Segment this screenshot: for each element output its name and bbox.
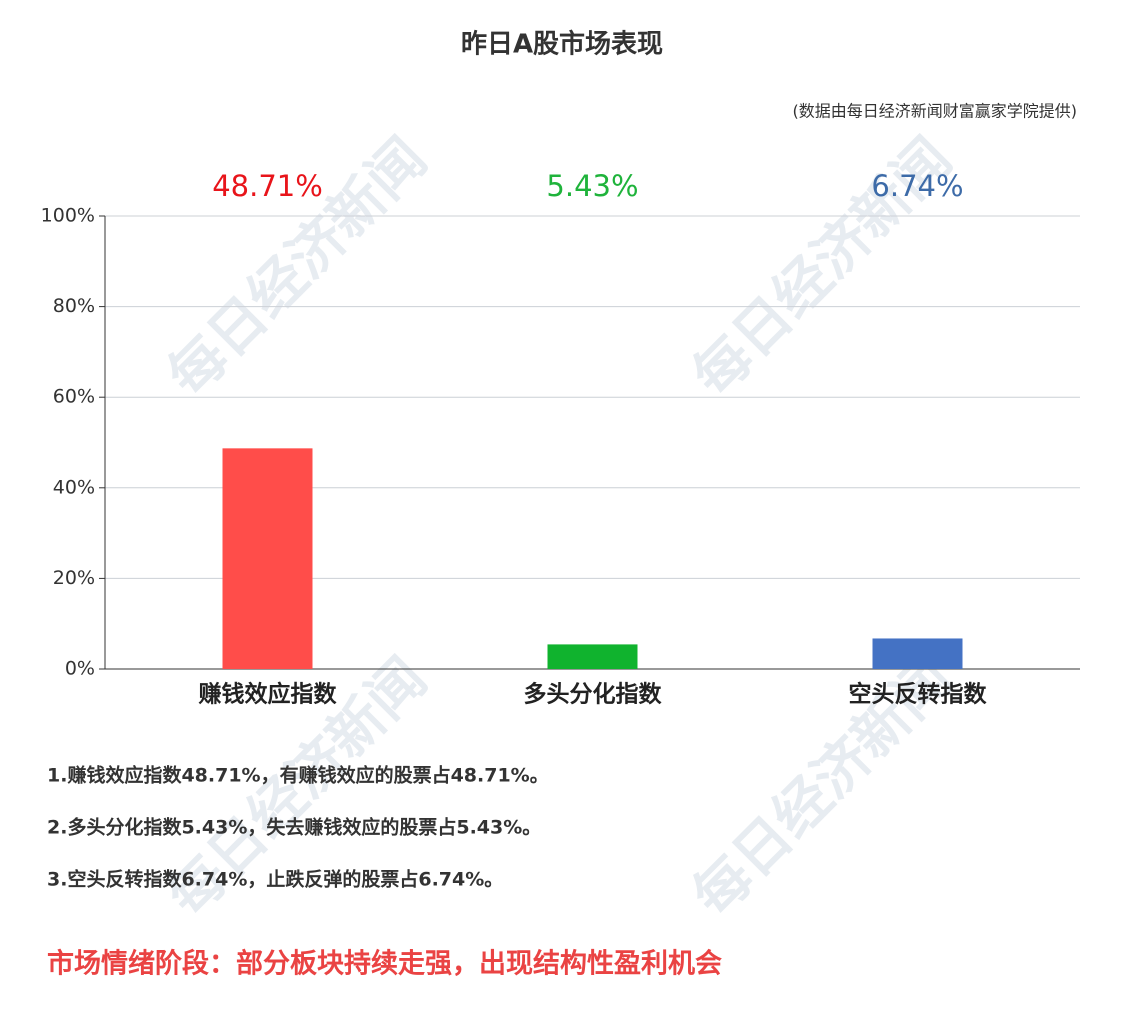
y-tick-label: 60%: [53, 386, 95, 408]
note: 1.赚钱效应指数48.71%，有赚钱效应的股票占48.71%。: [47, 764, 549, 787]
note: 3.空头反转指数6.74%，止跌反弹的股票占6.74%。: [47, 868, 503, 891]
chart-subtitle: (数据由每日经济新闻财富赢家学院提供): [793, 102, 1078, 121]
y-tick-label: 100%: [41, 205, 95, 227]
y-tick-label: 80%: [53, 295, 95, 317]
stage-text: 市场情绪阶段：部分板块持续走强，出现结构性盈利机会: [47, 948, 722, 980]
x-tick-label: 空头反转指数: [849, 681, 988, 708]
x-tick-label: 多头分化指数: [524, 681, 663, 708]
bar: [872, 638, 963, 669]
chart-title: 昨日A股市场表现: [461, 29, 663, 60]
y-tick-label: 0%: [65, 658, 95, 680]
y-tick-label: 20%: [53, 567, 95, 589]
y-tick-label: 40%: [53, 476, 95, 498]
bar: [547, 644, 638, 669]
note: 2.多头分化指数5.43%，失去赚钱效应的股票占5.43%。: [47, 816, 541, 839]
value-label: 5.43%: [546, 169, 638, 203]
bar: [222, 448, 313, 669]
value-label: 48.71%: [212, 169, 323, 203]
x-tick-label: 赚钱效应指数: [199, 681, 338, 708]
value-label: 6.74%: [871, 169, 963, 203]
